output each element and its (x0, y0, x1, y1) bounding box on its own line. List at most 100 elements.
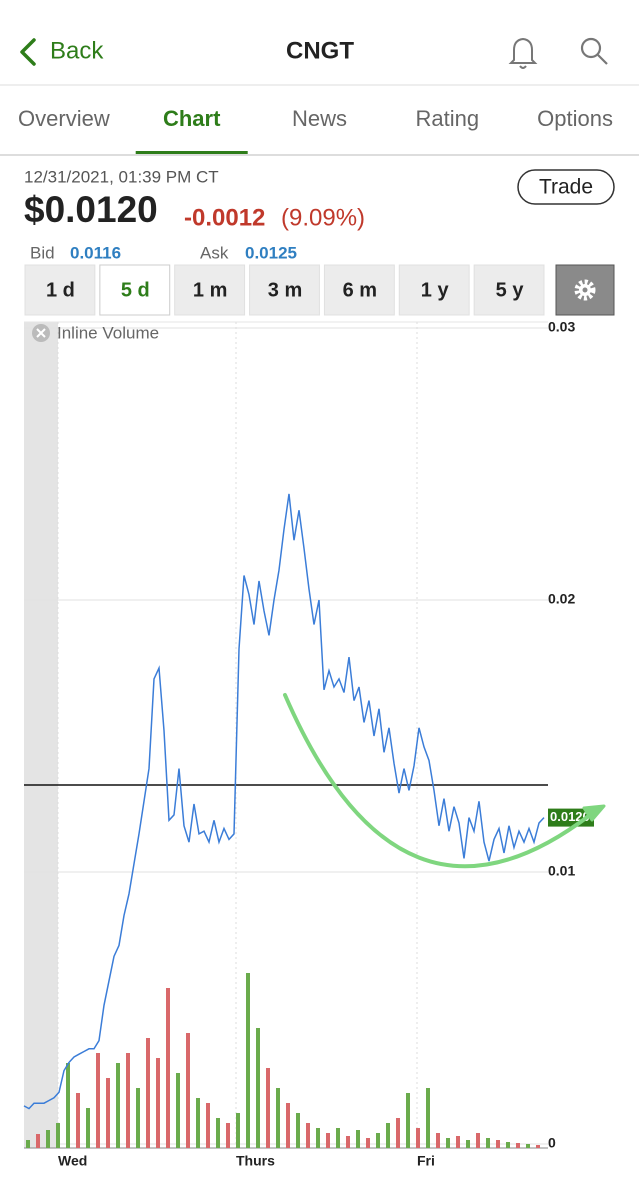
search-icon[interactable] (580, 37, 608, 65)
change: -0.0012 (184, 204, 265, 231)
range-label[interactable]: 3 m (268, 279, 302, 301)
volume-bar (156, 1058, 160, 1148)
range-button[interactable] (323, 264, 395, 316)
range-button[interactable] (473, 264, 545, 316)
back-button[interactable]: Back (20, 37, 104, 66)
trend-arrow (283, 693, 592, 869)
volume-bar (446, 1138, 450, 1148)
volume-bar (506, 1142, 510, 1148)
tab[interactable]: Overview (18, 106, 110, 131)
volume-bar (466, 1140, 470, 1148)
volume-bar (436, 1133, 440, 1148)
volume-bar (276, 1088, 280, 1148)
volume-toggle[interactable]: Inline Volume (32, 323, 159, 342)
tab[interactable]: News (292, 106, 347, 131)
volume-bar (176, 1073, 180, 1148)
volume-bar (336, 1128, 340, 1148)
search-handle (597, 54, 608, 65)
premarket-band (24, 322, 58, 1148)
back-label[interactable]: Back (50, 37, 104, 64)
volume-bar (216, 1118, 220, 1148)
volume-bar (186, 1033, 190, 1148)
volume-bar (206, 1103, 210, 1148)
volume-bar (396, 1118, 400, 1148)
range-button[interactable] (99, 264, 171, 316)
volume-bar (306, 1123, 310, 1148)
volume-bar (76, 1093, 80, 1148)
bid-value: 0.0116 (70, 243, 121, 262)
volume-bar (226, 1123, 230, 1148)
range-label[interactable]: 1 d (46, 279, 75, 301)
volume-bar (456, 1136, 460, 1148)
volume-bar (36, 1134, 40, 1148)
volume-bar (136, 1088, 140, 1148)
change-percent: (9.09%) (281, 204, 365, 231)
volume-bar (46, 1130, 50, 1148)
volume-bar (56, 1123, 60, 1148)
volume-bar (236, 1113, 240, 1148)
volume-bar (326, 1133, 330, 1148)
gear-teeth (574, 279, 596, 301)
tab-bar: Overview Chart News Rating Options (18, 106, 613, 155)
volume-bar (126, 1053, 130, 1148)
search-lens (580, 37, 602, 59)
trend-annotation (283, 693, 606, 869)
volume-toggle-label: Inline Volume (57, 323, 159, 342)
range-label[interactable]: 5 y (496, 279, 525, 301)
volume-bar (96, 1053, 100, 1148)
bell-shape (508, 37, 538, 64)
gear-hole (582, 287, 588, 293)
volume-bar (246, 973, 250, 1148)
range-label[interactable]: 1 y (421, 279, 450, 301)
x-tick-label: Fri (417, 1153, 435, 1169)
volume-bar (196, 1098, 200, 1148)
y-tick-label: 0.01 (548, 863, 575, 879)
range-button[interactable] (174, 264, 246, 316)
tab[interactable]: Rating (416, 106, 480, 131)
volume-bar (526, 1144, 530, 1148)
back-chevron (20, 38, 36, 66)
trend-arrowhead (582, 804, 606, 822)
volume-bar (116, 1063, 120, 1148)
volume-bar (106, 1078, 110, 1148)
symbol: CNGT (286, 37, 354, 64)
bell-icon[interactable] (508, 37, 538, 69)
bid-label: Bid (30, 243, 55, 262)
volume-bar (86, 1108, 90, 1148)
range-bar: 1 d 5 d 1 m 3 m 6 m 1 y 5 y (24, 264, 545, 316)
range-label[interactable]: 5 d (121, 279, 150, 301)
volume-bar (516, 1143, 520, 1148)
range-label[interactable]: 6 m (343, 279, 377, 301)
tab[interactable]: Options (537, 106, 613, 131)
range-button[interactable] (24, 264, 96, 316)
close-x (36, 328, 46, 338)
volume-bar (376, 1133, 380, 1148)
volume-bar (496, 1140, 500, 1148)
settings-button[interactable] (555, 264, 615, 316)
y-tick-label: 0 (548, 1135, 556, 1151)
volume-bar (386, 1123, 390, 1148)
volume-bar (536, 1145, 540, 1148)
volume-bar (66, 1063, 70, 1148)
trade-label[interactable]: Trade (539, 176, 593, 199)
range-label[interactable]: 1 m (193, 279, 227, 301)
y-tick-label: 0.02 (548, 591, 575, 607)
price-line (23, 493, 545, 1110)
y-tick-label: 0.03 (548, 319, 575, 335)
volume-bar (416, 1128, 420, 1148)
volume-bar (26, 1140, 30, 1148)
bell-clapper (519, 65, 527, 69)
trade-button-frame[interactable] (517, 169, 615, 205)
range-button[interactable] (249, 264, 320, 316)
range-button[interactable] (398, 264, 470, 316)
ask-label: Ask (200, 243, 229, 262)
volume-bar (366, 1138, 370, 1148)
volume-bar (146, 1038, 150, 1148)
volume-bar (406, 1093, 410, 1148)
volume-bar (166, 988, 170, 1148)
volume-bar (296, 1113, 300, 1148)
tab[interactable]: Chart (163, 106, 221, 131)
trade-button[interactable]: Trade (517, 169, 615, 205)
